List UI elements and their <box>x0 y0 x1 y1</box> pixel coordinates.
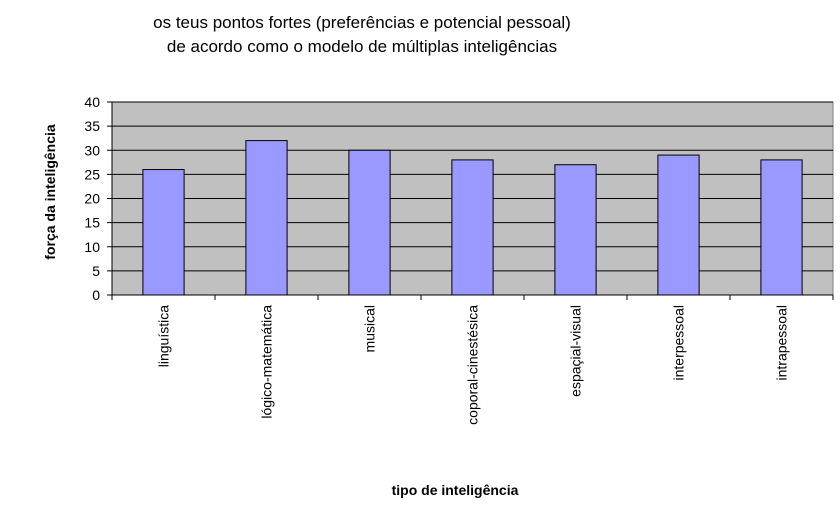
y-tick-label: 15 <box>84 215 100 231</box>
y-tick-label: 20 <box>84 191 100 207</box>
bar <box>245 140 288 296</box>
y-tick-label: 30 <box>84 142 100 158</box>
bar <box>142 169 185 296</box>
chart-title: de acordo como o modelo de múltiplas int… <box>167 37 557 56</box>
y-tick-label: 40 <box>84 94 100 110</box>
y-tick-label: 35 <box>84 118 100 134</box>
bar <box>451 159 494 296</box>
bar <box>760 159 803 296</box>
y-tick-label: 0 <box>92 287 100 303</box>
y-tick-label: 5 <box>92 263 100 279</box>
bar <box>348 149 391 296</box>
y-axis-title: força da inteligência <box>42 124 58 260</box>
x-tick-label: espaçial-visual <box>568 305 584 397</box>
x-tick-label: interpessoal <box>671 305 687 381</box>
bar <box>657 154 700 296</box>
bar <box>554 164 597 296</box>
x-tick-label: coporal-cinestésica <box>465 305 481 425</box>
chart-title: os teus pontos fortes (preferências e po… <box>153 13 571 32</box>
x-tick-label: intrapessoal <box>774 305 790 381</box>
y-tick-label: 25 <box>84 166 100 182</box>
x-axis-title: tipo de inteligência <box>392 482 519 498</box>
x-tick-label: lógico-matemática <box>259 305 275 419</box>
x-tick-label: musical <box>362 305 378 352</box>
y-tick-label: 10 <box>84 239 100 255</box>
x-tick-label: linguística <box>156 305 172 367</box>
